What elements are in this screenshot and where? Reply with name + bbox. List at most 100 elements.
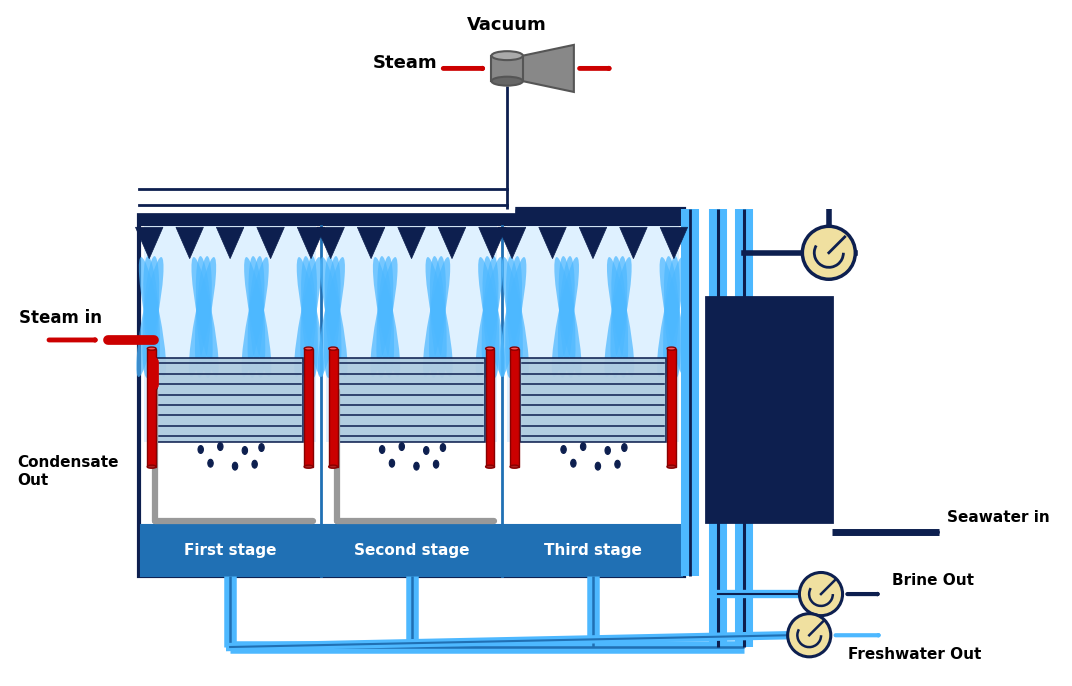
Bar — [339, 358, 485, 442]
Ellipse shape — [664, 256, 681, 378]
Ellipse shape — [196, 256, 212, 378]
Ellipse shape — [506, 256, 523, 378]
Ellipse shape — [297, 257, 324, 377]
Polygon shape — [620, 227, 647, 259]
Ellipse shape — [667, 347, 675, 350]
Text: First stage: First stage — [184, 543, 277, 558]
Ellipse shape — [605, 257, 631, 377]
Ellipse shape — [423, 447, 429, 454]
Ellipse shape — [491, 77, 523, 86]
Bar — [158, 358, 303, 442]
Ellipse shape — [294, 257, 322, 377]
Ellipse shape — [561, 446, 566, 453]
Text: Condensate
Out: Condensate Out — [17, 456, 118, 488]
Polygon shape — [438, 227, 465, 259]
Ellipse shape — [441, 444, 446, 451]
Text: Freshwater Out: Freshwater Out — [848, 647, 982, 662]
Circle shape — [800, 573, 843, 615]
Ellipse shape — [433, 460, 438, 468]
Polygon shape — [539, 227, 566, 259]
Ellipse shape — [510, 465, 519, 469]
Ellipse shape — [144, 256, 160, 378]
Ellipse shape — [554, 257, 582, 377]
Ellipse shape — [233, 462, 238, 470]
Ellipse shape — [258, 444, 264, 451]
Ellipse shape — [482, 256, 500, 378]
Ellipse shape — [242, 447, 248, 454]
Bar — [142, 525, 682, 576]
Polygon shape — [357, 227, 385, 259]
Ellipse shape — [615, 460, 621, 468]
Ellipse shape — [659, 257, 687, 377]
Polygon shape — [579, 227, 607, 259]
Ellipse shape — [324, 256, 341, 378]
Polygon shape — [135, 227, 163, 259]
Ellipse shape — [552, 257, 579, 377]
Text: Seawater in: Seawater in — [947, 510, 1049, 525]
Ellipse shape — [208, 460, 213, 467]
Ellipse shape — [300, 256, 317, 378]
Ellipse shape — [304, 347, 313, 350]
Bar — [706, 297, 832, 523]
Ellipse shape — [510, 347, 519, 350]
Ellipse shape — [657, 257, 684, 377]
Ellipse shape — [476, 257, 503, 377]
Bar — [147, 348, 157, 466]
Ellipse shape — [570, 460, 576, 467]
Ellipse shape — [429, 256, 446, 378]
Ellipse shape — [321, 257, 347, 377]
Bar — [507, 226, 679, 442]
Ellipse shape — [423, 257, 450, 377]
Bar — [329, 348, 338, 466]
Ellipse shape — [195, 256, 212, 378]
Ellipse shape — [486, 465, 494, 469]
Ellipse shape — [241, 257, 269, 377]
Ellipse shape — [607, 257, 635, 377]
Polygon shape — [398, 227, 426, 259]
Ellipse shape — [399, 442, 404, 451]
Ellipse shape — [505, 256, 522, 378]
Ellipse shape — [376, 256, 393, 378]
Ellipse shape — [667, 465, 675, 469]
Ellipse shape — [249, 256, 266, 378]
Ellipse shape — [192, 257, 219, 377]
Bar — [304, 348, 313, 466]
Ellipse shape — [143, 256, 160, 378]
Bar — [491, 56, 523, 81]
Ellipse shape — [248, 256, 265, 378]
Ellipse shape — [136, 257, 164, 377]
Ellipse shape — [304, 465, 313, 469]
Ellipse shape — [252, 460, 257, 468]
Bar — [510, 348, 519, 466]
Text: Second stage: Second stage — [354, 543, 470, 558]
Polygon shape — [523, 45, 574, 92]
Ellipse shape — [218, 442, 223, 451]
Ellipse shape — [580, 442, 586, 451]
Circle shape — [802, 226, 855, 279]
Ellipse shape — [389, 460, 394, 467]
Ellipse shape — [559, 256, 576, 378]
Text: Vacuum: Vacuum — [467, 16, 547, 34]
Ellipse shape — [147, 465, 157, 469]
Ellipse shape — [329, 465, 338, 469]
Text: Third stage: Third stage — [545, 543, 642, 558]
Polygon shape — [217, 227, 243, 259]
Bar — [486, 348, 494, 466]
Ellipse shape — [486, 347, 494, 350]
Ellipse shape — [189, 257, 217, 377]
Ellipse shape — [557, 256, 575, 378]
Ellipse shape — [147, 347, 157, 350]
Ellipse shape — [317, 257, 345, 377]
Polygon shape — [297, 227, 325, 259]
Polygon shape — [317, 227, 344, 259]
Bar — [139, 209, 684, 576]
Ellipse shape — [426, 257, 452, 377]
Ellipse shape — [622, 444, 627, 451]
Ellipse shape — [370, 257, 398, 377]
Ellipse shape — [329, 347, 338, 350]
Ellipse shape — [481, 256, 498, 378]
Circle shape — [788, 614, 831, 657]
Ellipse shape — [379, 446, 385, 453]
Ellipse shape — [595, 462, 600, 470]
Ellipse shape — [500, 257, 526, 377]
